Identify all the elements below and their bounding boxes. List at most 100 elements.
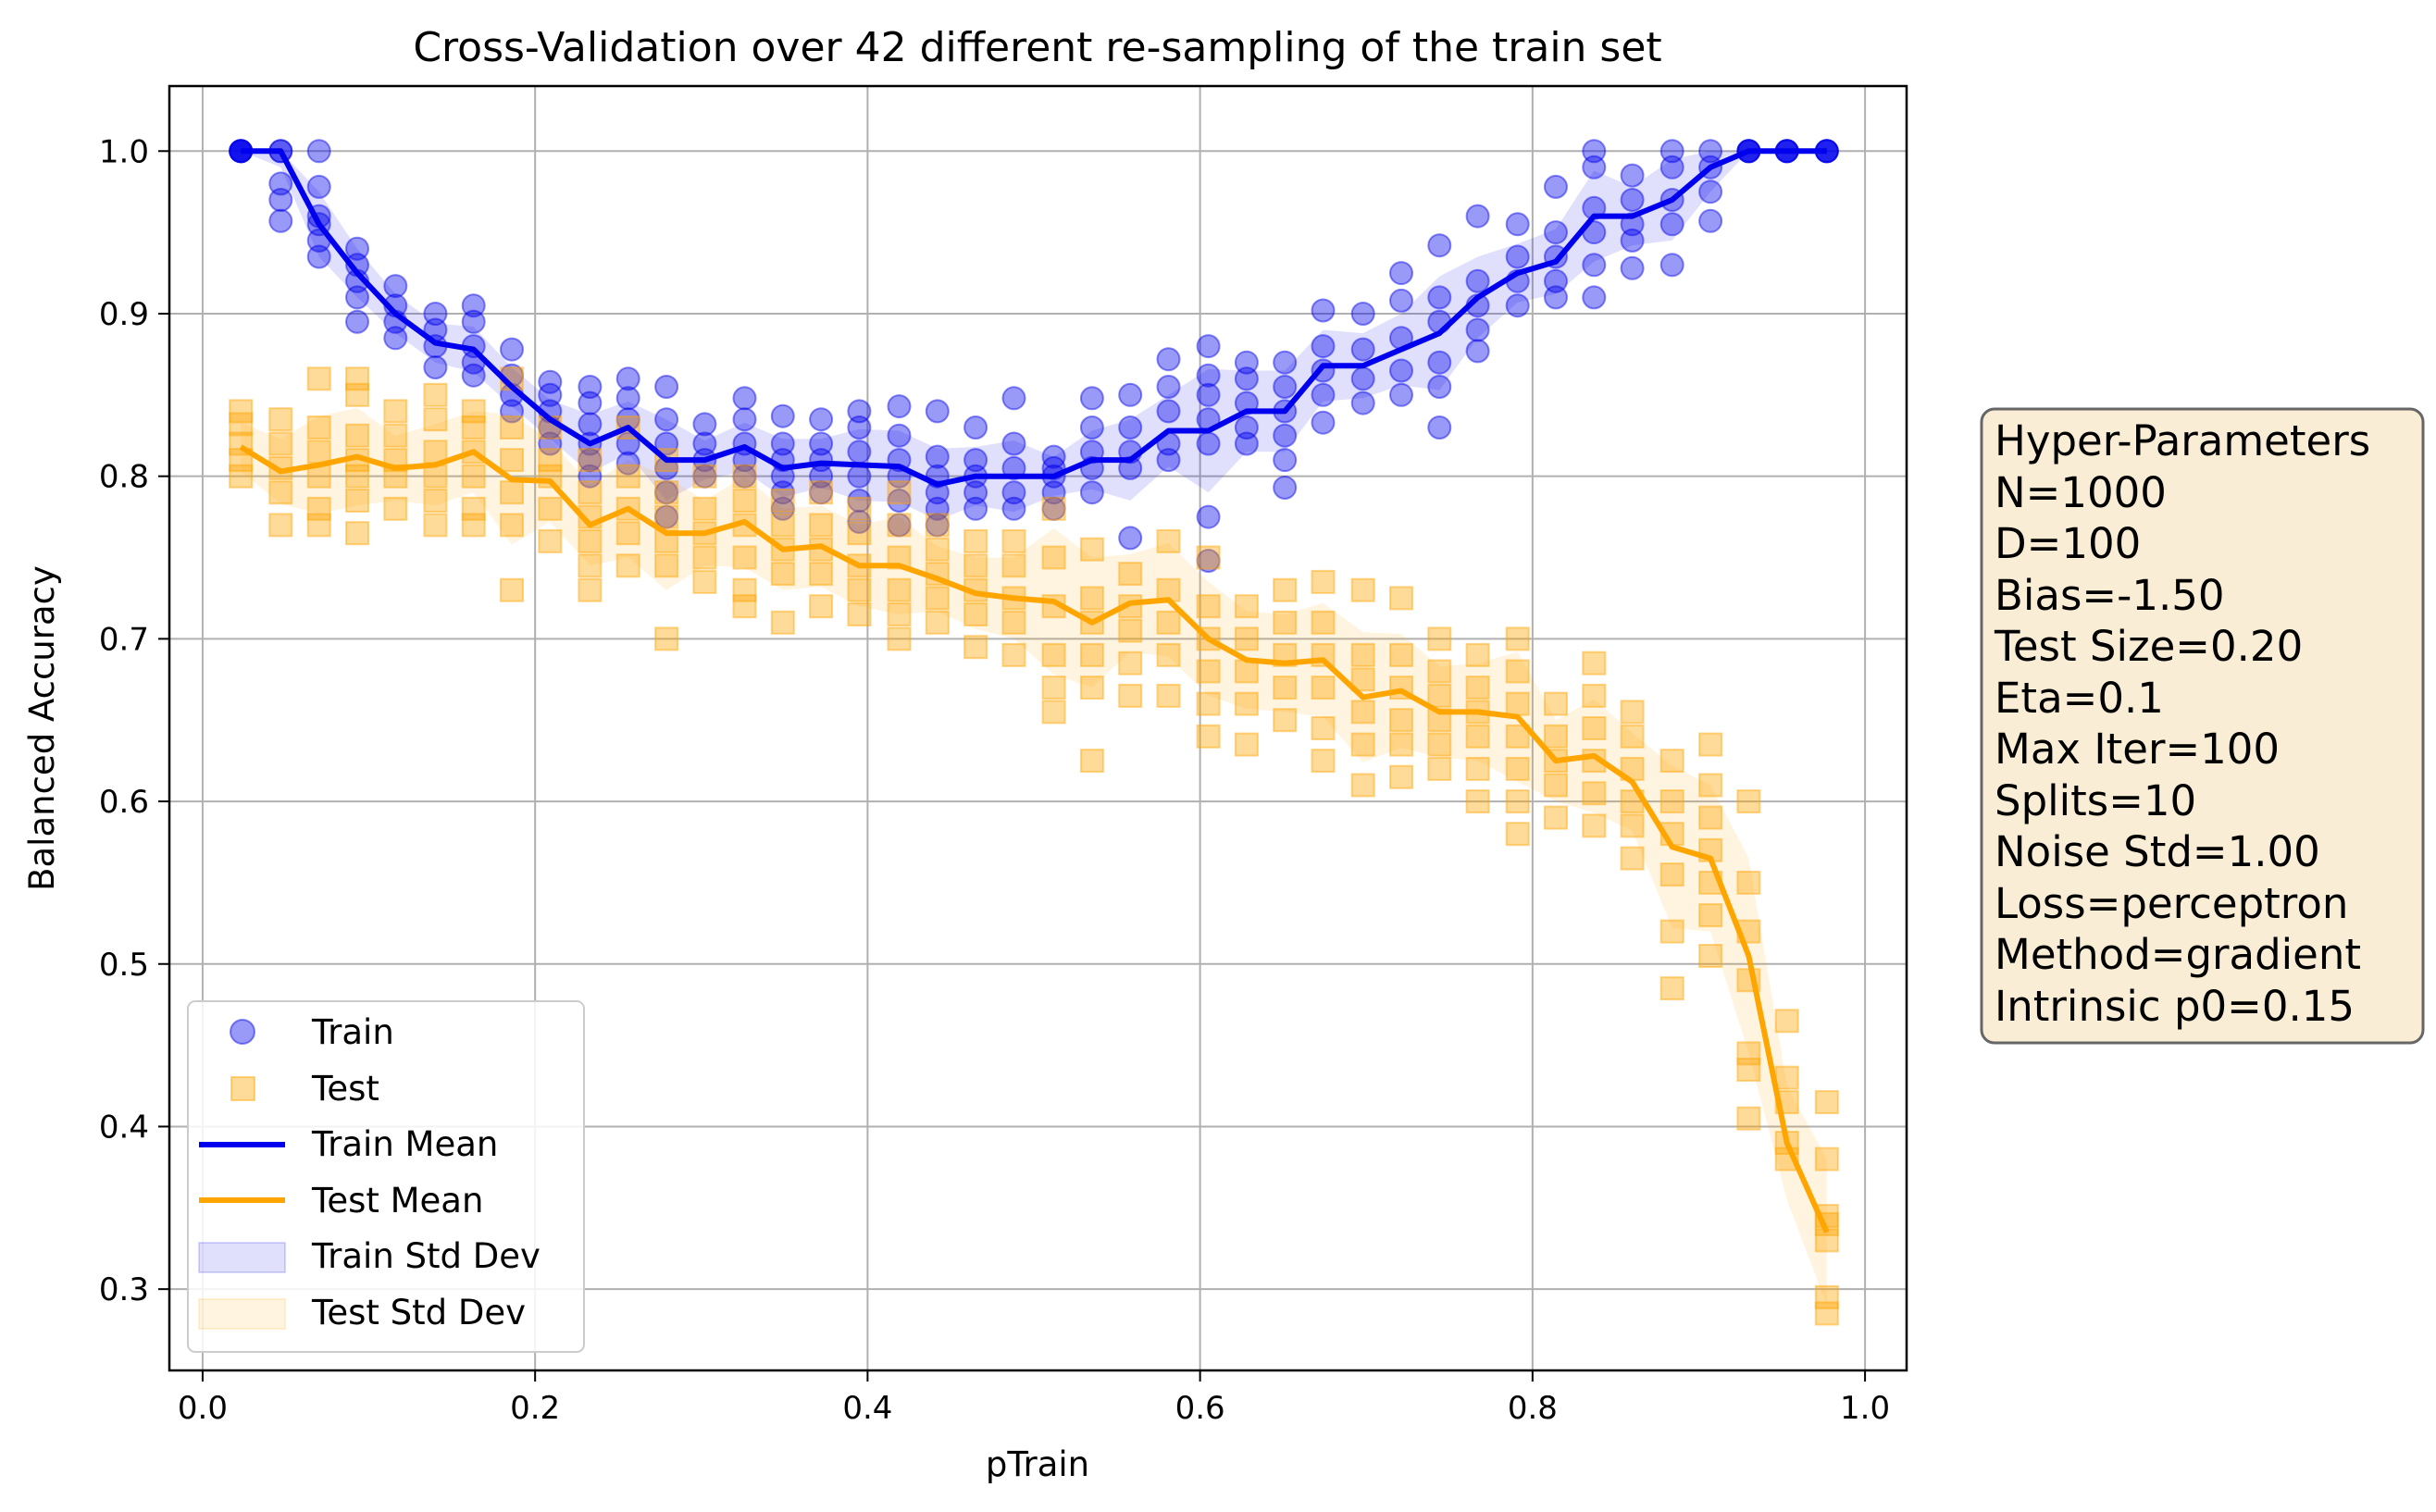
test-point bbox=[732, 464, 757, 489]
train-point bbox=[461, 293, 486, 318]
test-point bbox=[1698, 732, 1723, 757]
test-point bbox=[423, 513, 448, 538]
train-point bbox=[538, 431, 563, 456]
train-point bbox=[770, 496, 795, 521]
test-point bbox=[1427, 659, 1452, 684]
test-point bbox=[538, 528, 563, 553]
test-point bbox=[692, 569, 717, 594]
test-point bbox=[461, 464, 486, 489]
legend-test-marker bbox=[230, 1076, 255, 1101]
test-point bbox=[1311, 569, 1336, 594]
test-point bbox=[538, 496, 563, 521]
train-point bbox=[1505, 244, 1530, 269]
test-point bbox=[1465, 642, 1490, 667]
train-point bbox=[1659, 253, 1684, 278]
legend-test-std-label: Test Std Dev bbox=[311, 1293, 526, 1332]
test-point bbox=[1698, 805, 1723, 830]
train-point bbox=[1465, 204, 1490, 229]
test-point bbox=[1582, 683, 1607, 708]
test-point bbox=[1389, 732, 1413, 757]
test-point bbox=[732, 489, 757, 513]
train-point bbox=[1582, 155, 1607, 180]
std-dev-bands bbox=[241, 151, 1827, 1306]
test-point bbox=[1273, 708, 1298, 733]
test-point bbox=[1465, 789, 1490, 814]
train-point bbox=[1389, 261, 1413, 286]
train-point bbox=[615, 366, 640, 391]
test-point bbox=[578, 577, 603, 602]
plot-frame bbox=[168, 84, 1908, 1372]
test-point bbox=[1774, 1009, 1799, 1034]
train-point bbox=[692, 412, 717, 437]
train-point bbox=[847, 489, 872, 513]
train-point bbox=[538, 382, 563, 407]
test-point bbox=[1814, 1090, 1839, 1115]
chart-title: Cross-Validation over 42 different re-sa… bbox=[413, 24, 1661, 71]
train-point bbox=[1001, 496, 1026, 521]
test-point bbox=[654, 480, 679, 505]
train-point bbox=[1620, 255, 1645, 280]
test-point bbox=[1620, 813, 1645, 838]
train-point bbox=[1698, 139, 1723, 164]
test-point bbox=[615, 553, 640, 578]
x-tick-label: 1.0 bbox=[1840, 1390, 1890, 1427]
test-point bbox=[1620, 724, 1645, 749]
train-point bbox=[925, 399, 950, 424]
test-point bbox=[423, 489, 448, 513]
test-point bbox=[925, 537, 950, 562]
train-point bbox=[1427, 233, 1452, 258]
train-point bbox=[1350, 366, 1375, 391]
test-point bbox=[1196, 691, 1221, 716]
test-point bbox=[1118, 562, 1143, 587]
train-point bbox=[1544, 268, 1568, 293]
test-point bbox=[809, 480, 834, 505]
train-point bbox=[1505, 212, 1530, 237]
train-point bbox=[1620, 228, 1645, 253]
test-point bbox=[423, 407, 448, 432]
test-point bbox=[1698, 903, 1723, 928]
train-point bbox=[1350, 337, 1375, 362]
train-point bbox=[1698, 180, 1723, 204]
test-point bbox=[1582, 651, 1607, 675]
train-point bbox=[847, 509, 872, 534]
test-point bbox=[229, 464, 254, 489]
legend-box bbox=[187, 1000, 585, 1353]
test-point bbox=[1234, 659, 1259, 684]
legend-test-label: Test bbox=[311, 1069, 379, 1109]
test-point bbox=[1505, 691, 1530, 716]
train-point bbox=[268, 208, 293, 233]
y-tick-label: 0.9 bbox=[99, 296, 149, 333]
test-point bbox=[500, 577, 524, 602]
hyper-parameters-frame bbox=[1980, 407, 2425, 1045]
test-point bbox=[1156, 528, 1181, 553]
train-point bbox=[1079, 415, 1104, 440]
test-point bbox=[1620, 700, 1645, 725]
test-point bbox=[654, 553, 679, 578]
test-point bbox=[615, 521, 640, 546]
hp-line: Eta=0.1 bbox=[1995, 674, 2164, 723]
test-point bbox=[306, 440, 331, 465]
train-point bbox=[345, 309, 369, 334]
test-point bbox=[1465, 675, 1490, 700]
train-point bbox=[732, 407, 757, 432]
test-point bbox=[1814, 1146, 1839, 1171]
test-point bbox=[1311, 749, 1336, 774]
train-point bbox=[963, 480, 988, 505]
train-point bbox=[1465, 268, 1490, 293]
train-point bbox=[423, 355, 448, 379]
y-tick-label: 1.0 bbox=[99, 133, 149, 170]
train-point bbox=[1156, 448, 1181, 473]
test-point bbox=[1079, 537, 1104, 562]
train-point bbox=[578, 448, 603, 473]
y-tick-label: 0.3 bbox=[99, 1271, 149, 1308]
train-point bbox=[963, 496, 988, 521]
train-point bbox=[1582, 285, 1607, 310]
test-point bbox=[1118, 618, 1143, 643]
train-point bbox=[1698, 208, 1723, 233]
train-point bbox=[887, 423, 912, 448]
test-point bbox=[578, 553, 603, 578]
legend-train-mean-label: Train Mean bbox=[311, 1124, 498, 1164]
train-point bbox=[887, 513, 912, 538]
train-point bbox=[1389, 288, 1413, 313]
train-point bbox=[925, 444, 950, 469]
